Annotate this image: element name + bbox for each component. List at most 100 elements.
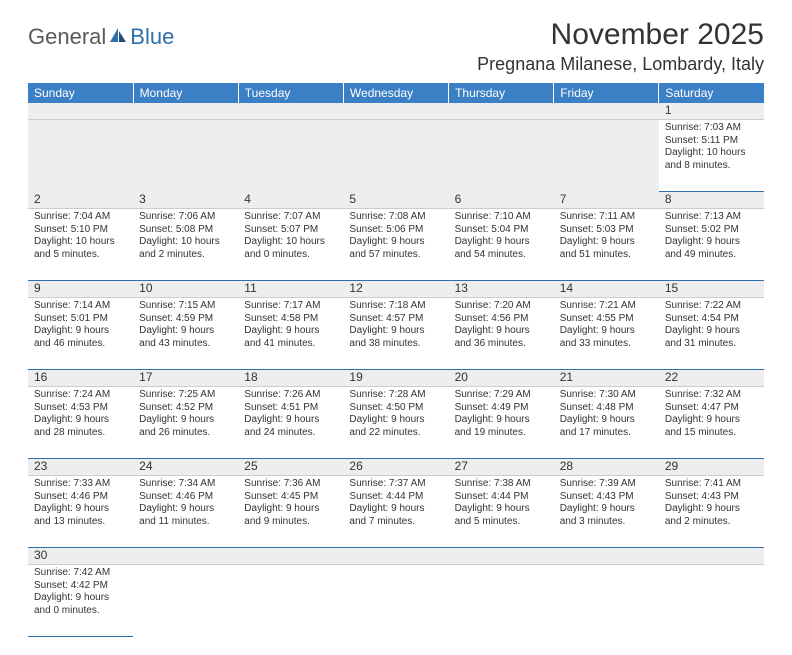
sunrise-text: Sunrise: 7:29 AM: [455, 389, 548, 402]
sunrise-text: Sunrise: 7:18 AM: [349, 300, 442, 313]
day-number: 9: [34, 281, 127, 296]
day-number-cell: 14: [554, 281, 659, 298]
day-cell: Sunrise: 7:08 AMSunset: 5:06 PMDaylight:…: [343, 209, 448, 281]
day-number-cell: 25: [238, 459, 343, 476]
daylight-text: Daylight: 9 hours and 41 minutes.: [244, 325, 337, 350]
day-cell: Sunrise: 7:18 AMSunset: 4:57 PMDaylight:…: [343, 298, 448, 370]
sunset-text: Sunset: 4:44 PM: [349, 491, 442, 504]
week-row: Sunrise: 7:14 AMSunset: 5:01 PMDaylight:…: [28, 298, 764, 370]
sunrise-text: Sunrise: 7:30 AM: [560, 389, 653, 402]
day-number: 6: [455, 192, 548, 207]
daylight-text: Daylight: 9 hours and 2 minutes.: [665, 503, 758, 528]
daylight-text: Daylight: 9 hours and 49 minutes.: [665, 236, 758, 261]
day-cell: Sunrise: 7:33 AMSunset: 4:46 PMDaylight:…: [28, 476, 133, 548]
weekday-header: Tuesday: [238, 83, 343, 103]
day-cell: Sunrise: 7:37 AMSunset: 4:44 PMDaylight:…: [343, 476, 448, 548]
day-number-cell: 16: [28, 370, 133, 387]
week-row: Sunrise: 7:03 AMSunset: 5:11 PMDaylight:…: [28, 120, 764, 192]
calendar-body: 1Sunrise: 7:03 AMSunset: 5:11 PMDaylight…: [28, 103, 764, 637]
day-cell: Sunrise: 7:41 AMSunset: 4:43 PMDaylight:…: [659, 476, 764, 548]
sunset-text: Sunset: 4:43 PM: [665, 491, 758, 504]
sunset-text: Sunset: 5:08 PM: [139, 224, 232, 237]
sunset-text: Sunset: 5:07 PM: [244, 224, 337, 237]
sunrise-text: Sunrise: 7:28 AM: [349, 389, 442, 402]
day-cell: [449, 565, 554, 637]
week-row: Sunrise: 7:24 AMSunset: 4:53 PMDaylight:…: [28, 387, 764, 459]
day-cell: Sunrise: 7:25 AMSunset: 4:52 PMDaylight:…: [133, 387, 238, 459]
daylight-text: Daylight: 9 hours and 31 minutes.: [665, 325, 758, 350]
day-cell: Sunrise: 7:39 AMSunset: 4:43 PMDaylight:…: [554, 476, 659, 548]
day-cell: Sunrise: 7:15 AMSunset: 4:59 PMDaylight:…: [133, 298, 238, 370]
sunrise-text: Sunrise: 7:21 AM: [560, 300, 653, 313]
sunrise-text: Sunrise: 7:39 AM: [560, 478, 653, 491]
week-row: Sunrise: 7:04 AMSunset: 5:10 PMDaylight:…: [28, 209, 764, 281]
daylight-text: Daylight: 10 hours and 5 minutes.: [34, 236, 127, 261]
sunset-text: Sunset: 4:42 PM: [34, 580, 127, 593]
day-number-cell: 1: [659, 103, 764, 120]
day-number: 27: [455, 459, 548, 474]
day-number-cell: [133, 103, 238, 120]
sunrise-text: Sunrise: 7:03 AM: [665, 122, 758, 135]
day-cell: Sunrise: 7:30 AMSunset: 4:48 PMDaylight:…: [554, 387, 659, 459]
sunset-text: Sunset: 5:11 PM: [665, 135, 758, 148]
sunrise-text: Sunrise: 7:26 AM: [244, 389, 337, 402]
day-number: 18: [244, 370, 337, 385]
day-cell: Sunrise: 7:04 AMSunset: 5:10 PMDaylight:…: [28, 209, 133, 281]
page-header: General Blue November 2025 Pregnana Mila…: [28, 18, 764, 75]
sunrise-text: Sunrise: 7:42 AM: [34, 567, 127, 580]
day-number-cell: 26: [343, 459, 448, 476]
daylight-text: Daylight: 9 hours and 51 minutes.: [560, 236, 653, 261]
daylight-text: Daylight: 10 hours and 0 minutes.: [244, 236, 337, 261]
day-number: 29: [665, 459, 758, 474]
day-number: 11: [244, 281, 337, 296]
day-number: 22: [665, 370, 758, 385]
sunset-text: Sunset: 4:57 PM: [349, 313, 442, 326]
day-number: 30: [34, 548, 127, 563]
calendar-page: General Blue November 2025 Pregnana Mila…: [0, 0, 792, 655]
sunrise-text: Sunrise: 7:25 AM: [139, 389, 232, 402]
daylight-text: Daylight: 9 hours and 28 minutes.: [34, 414, 127, 439]
daylight-text: Daylight: 9 hours and 36 minutes.: [455, 325, 548, 350]
sunrise-text: Sunrise: 7:37 AM: [349, 478, 442, 491]
logo-text-1: General: [28, 24, 106, 50]
weekday-header: Monday: [133, 83, 238, 103]
day-number: 2: [34, 192, 127, 207]
daylight-text: Daylight: 9 hours and 15 minutes.: [665, 414, 758, 439]
calendar-table: Sunday Monday Tuesday Wednesday Thursday…: [28, 83, 764, 637]
day-cell: Sunrise: 7:14 AMSunset: 5:01 PMDaylight:…: [28, 298, 133, 370]
sunrise-text: Sunrise: 7:11 AM: [560, 211, 653, 224]
daylight-text: Daylight: 9 hours and 3 minutes.: [560, 503, 653, 528]
daylight-text: Daylight: 9 hours and 26 minutes.: [139, 414, 232, 439]
title-block: November 2025 Pregnana Milanese, Lombard…: [477, 18, 764, 75]
day-number: 5: [349, 192, 442, 207]
day-number-cell: [133, 548, 238, 565]
day-number: 14: [560, 281, 653, 296]
weekday-header: Wednesday: [343, 83, 448, 103]
day-number-cell: 2: [28, 192, 133, 209]
weekday-header-row: Sunday Monday Tuesday Wednesday Thursday…: [28, 83, 764, 103]
sunset-text: Sunset: 4:59 PM: [139, 313, 232, 326]
sunset-text: Sunset: 4:43 PM: [560, 491, 653, 504]
sunrise-text: Sunrise: 7:38 AM: [455, 478, 548, 491]
day-cell: Sunrise: 7:29 AMSunset: 4:49 PMDaylight:…: [449, 387, 554, 459]
day-number: 3: [139, 192, 232, 207]
sunrise-text: Sunrise: 7:24 AM: [34, 389, 127, 402]
weekday-header: Saturday: [659, 83, 764, 103]
day-cell: Sunrise: 7:10 AMSunset: 5:04 PMDaylight:…: [449, 209, 554, 281]
day-cell: Sunrise: 7:13 AMSunset: 5:02 PMDaylight:…: [659, 209, 764, 281]
sunrise-text: Sunrise: 7:13 AM: [665, 211, 758, 224]
sunrise-text: Sunrise: 7:06 AM: [139, 211, 232, 224]
day-number: 28: [560, 459, 653, 474]
sunrise-text: Sunrise: 7:34 AM: [139, 478, 232, 491]
week-row: Sunrise: 7:42 AMSunset: 4:42 PMDaylight:…: [28, 565, 764, 637]
day-number-cell: [343, 548, 448, 565]
day-cell: [28, 120, 133, 192]
day-number-row: 23242526272829: [28, 459, 764, 476]
sunset-text: Sunset: 4:47 PM: [665, 402, 758, 415]
day-cell: [133, 565, 238, 637]
sunset-text: Sunset: 5:04 PM: [455, 224, 548, 237]
day-number-cell: 6: [449, 192, 554, 209]
sunset-text: Sunset: 4:50 PM: [349, 402, 442, 415]
day-cell: Sunrise: 7:36 AMSunset: 4:45 PMDaylight:…: [238, 476, 343, 548]
weekday-header: Friday: [554, 83, 659, 103]
